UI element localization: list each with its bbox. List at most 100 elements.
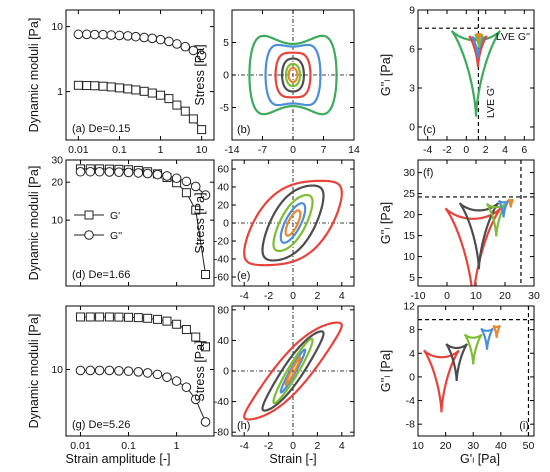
marker-circle-a (89, 29, 100, 40)
plot-area-d (75, 164, 211, 280)
lissajous-loop-e (243, 179, 343, 267)
lissajous-loop-e (279, 202, 307, 244)
panel-d: 10 20 30 Dynamic moduli [Pa] (d) De=1.66 (27, 155, 215, 287)
x-tick-label-i: 40 (495, 440, 507, 452)
marker-circle-g (123, 366, 134, 376)
marker-circle-g (133, 367, 144, 377)
x-tick-label-e: -2 (264, 290, 273, 302)
lissajous-loop-b (284, 62, 302, 88)
x-tick-label-f: 0 (444, 290, 450, 302)
marker-circle-d (104, 167, 115, 177)
lissajous-loop-b (274, 51, 312, 99)
marker-circle-g (142, 368, 153, 378)
lissajous-loop-e (284, 209, 302, 237)
marker-square-a (180, 106, 190, 116)
marker-square-g (133, 313, 143, 323)
y-tick-label-i: 0 (409, 371, 415, 383)
moduli-curve-f (497, 199, 510, 218)
marker-circle-d (75, 166, 86, 177)
y-tick-label-f: 10 (403, 251, 415, 263)
y-tick-label-h: 40 (217, 335, 229, 347)
y-tick-label-h: -40 (214, 396, 229, 408)
marker-circle-g (85, 365, 96, 376)
marker-circle-a (196, 50, 207, 61)
y-tick-label-f: 30 (403, 167, 415, 179)
legend-label: G'' (110, 230, 122, 242)
marker-square-g (162, 316, 172, 326)
marker-circle-d (162, 171, 172, 181)
y-axis-label-b: Stress [Pa] (193, 44, 207, 105)
y-tick-label-c: 6 (409, 44, 415, 56)
x-tick-label-i: 20 (440, 440, 452, 452)
marker-square-g (152, 314, 162, 324)
y-tick-label-i: -8 (406, 419, 415, 431)
moduli-curve-c (475, 32, 482, 42)
x-tick-label-e: 0 (290, 290, 296, 302)
marker-circle-a (98, 29, 108, 40)
marker-circle-a (155, 34, 166, 45)
marker-circle-d (190, 181, 201, 192)
lissajous-loop-b (248, 34, 338, 116)
marker-square-a (188, 114, 198, 124)
marker-circle-a (188, 45, 199, 56)
plot-area-g (75, 312, 211, 427)
marker-square-a (106, 82, 116, 92)
marker-circle-a (172, 39, 182, 49)
x-tick-label-c: 6 (521, 144, 527, 156)
x-tick-label-b: -7 (258, 144, 267, 156)
marker-circle-d (171, 173, 182, 184)
moduli-curve-i (492, 324, 502, 338)
plot-area-c (418, 10, 534, 140)
marker-square-a (147, 88, 157, 98)
x-tick-label-c: 0 (463, 144, 469, 156)
marker-circle-g (75, 365, 86, 376)
lissajous-loop-e (261, 184, 325, 262)
y-axis-label-f: G''ₗ [Pa] (379, 202, 393, 244)
y-tick-label-i: -4 (406, 395, 415, 407)
lissajous-loop-h (261, 330, 325, 412)
marker-square-d (181, 188, 191, 198)
x-tick-label-i: 30 (467, 440, 479, 452)
panel-label-e: (e) (237, 270, 250, 282)
marker-circle-a (114, 30, 125, 41)
marker-square-a (164, 94, 174, 104)
y-tick-label-f: 15 (403, 230, 415, 242)
legend: G' G'' (74, 210, 122, 242)
marker-circle-g (114, 365, 124, 376)
x-tick-label-h: 0 (290, 440, 296, 452)
y-tick-label-b: 0 (223, 70, 229, 82)
lissajous-loop-h (284, 356, 302, 386)
x-tick-label-c: -4 (423, 144, 432, 156)
x-axis-label-col1: Strain amplitude [-] (66, 452, 171, 466)
x-tick-label-f: 30 (528, 290, 540, 302)
plot-area-e (232, 160, 354, 286)
marker-square-a (131, 85, 141, 95)
marker-circle-a (139, 32, 149, 43)
y-tick-label-a: 1 (57, 86, 63, 98)
x-tick-label-b: 0 (290, 144, 296, 156)
x-tick-label-g: 0.01 (70, 440, 91, 452)
lve-gprime-label: LVE G' (485, 86, 497, 118)
y-axis-label-e: Stress [Pa] (193, 192, 207, 253)
legend-marker-square (84, 210, 94, 220)
lve-gdprime-label: LVE G'' (496, 31, 530, 43)
y-tick-label-i: 8 (409, 324, 415, 336)
y-axis-label-a: Dynamic moduli [Pa] (27, 18, 41, 133)
marker-square-a (197, 125, 207, 135)
frame-d (65, 159, 215, 287)
y-tick-label-c: 9 (409, 5, 415, 17)
marker-square-g (124, 312, 134, 322)
panel-c: -4 -2 0 2 4 6 0 3 6 9 G''ₗ [Pa] (c) (379, 5, 535, 156)
marker-circle-g (94, 365, 105, 376)
lissajous-loop-h (272, 337, 314, 405)
panel-f: -10 0 10 20 30 5 10 15 20 25 30 G''ₗ [Pa] (f) (379, 159, 540, 302)
frame-e (231, 159, 355, 287)
marker-circle-g (190, 394, 201, 405)
marker-circle-g (152, 369, 163, 380)
marker-circle-g (200, 417, 211, 427)
marker-circle-d (133, 168, 144, 178)
marker-circle-d (200, 190, 211, 200)
panel-g: 0.01 0.1 1 10 Dynamic moduli [Pa] (g) De=5.26 (27, 305, 215, 452)
x-tick-label-c: 2 (483, 144, 489, 156)
y-tick-label-e: 60 (217, 164, 229, 176)
